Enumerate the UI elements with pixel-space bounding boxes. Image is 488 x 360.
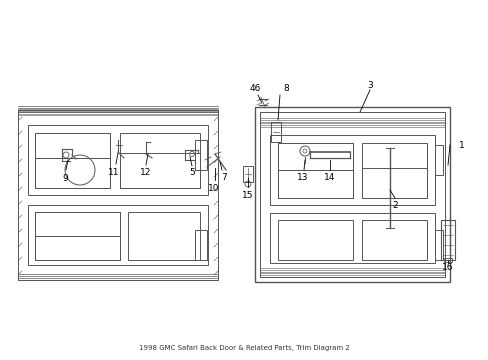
Bar	[270, 122, 281, 142]
Text: 1: 1	[458, 140, 464, 149]
Bar	[243, 166, 252, 182]
Bar	[434, 145, 442, 175]
Bar	[254, 107, 449, 282]
Bar	[361, 220, 426, 260]
Text: 7: 7	[221, 172, 226, 181]
Bar	[120, 153, 200, 188]
Bar	[35, 133, 110, 158]
Text: 13: 13	[297, 172, 308, 181]
Bar	[35, 236, 120, 260]
Bar	[269, 213, 434, 263]
Text: 12: 12	[140, 167, 151, 176]
Bar	[361, 168, 426, 198]
Text: 46: 46	[249, 84, 260, 93]
Bar	[195, 230, 206, 260]
Text: 10: 10	[208, 184, 219, 193]
Bar	[260, 112, 444, 277]
Text: 1998 GMC Safari Back Door & Related Parts, Trim Diagram 2: 1998 GMC Safari Back Door & Related Part…	[138, 345, 348, 351]
Text: 2: 2	[391, 201, 397, 210]
Bar	[35, 212, 120, 260]
Bar	[35, 158, 110, 188]
Text: 14: 14	[324, 172, 335, 181]
Bar	[195, 140, 206, 170]
Bar	[35, 133, 110, 188]
Bar	[120, 133, 200, 188]
Bar	[278, 143, 352, 170]
Text: 8: 8	[283, 84, 288, 93]
Text: 15: 15	[242, 190, 253, 199]
Bar	[128, 212, 200, 260]
Text: 9: 9	[62, 174, 68, 183]
Text: 11: 11	[108, 167, 120, 176]
Bar	[278, 220, 352, 260]
Text: 5: 5	[189, 167, 195, 176]
Bar	[278, 143, 352, 198]
Bar	[269, 135, 434, 205]
Bar	[440, 220, 454, 260]
Bar	[18, 110, 218, 280]
Text: 16: 16	[441, 264, 453, 273]
Bar	[28, 125, 207, 195]
Bar	[28, 205, 207, 265]
Bar	[361, 143, 426, 198]
Bar	[443, 258, 451, 262]
Bar	[434, 230, 442, 260]
Text: 3: 3	[366, 81, 372, 90]
Bar	[278, 170, 352, 198]
Bar	[35, 212, 120, 236]
